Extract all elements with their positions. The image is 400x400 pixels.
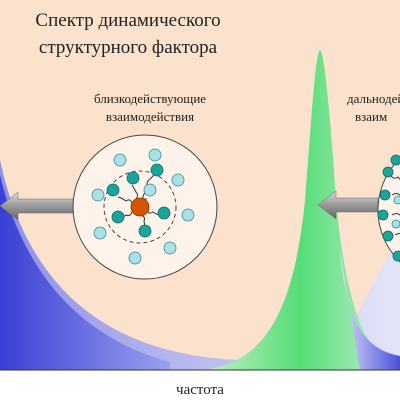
- arrow: [317, 190, 379, 220]
- peak-spectrum: [200, 50, 400, 370]
- title-line: структурного фактора: [39, 37, 218, 58]
- label: взаим: [355, 109, 387, 124]
- arrow: [0, 191, 76, 221]
- title-line: Спектр динамического: [35, 10, 220, 31]
- label: дальнодейс: [347, 91, 400, 106]
- short-range-illustration: [72, 134, 218, 280]
- label: близкодействующие: [94, 91, 206, 106]
- right-spectrum: [340, 250, 400, 370]
- left-spectrum: [0, 175, 170, 370]
- long-range-illustration: [377, 154, 400, 263]
- axis-label: частота: [176, 382, 224, 398]
- label: взаимодействия: [106, 109, 194, 124]
